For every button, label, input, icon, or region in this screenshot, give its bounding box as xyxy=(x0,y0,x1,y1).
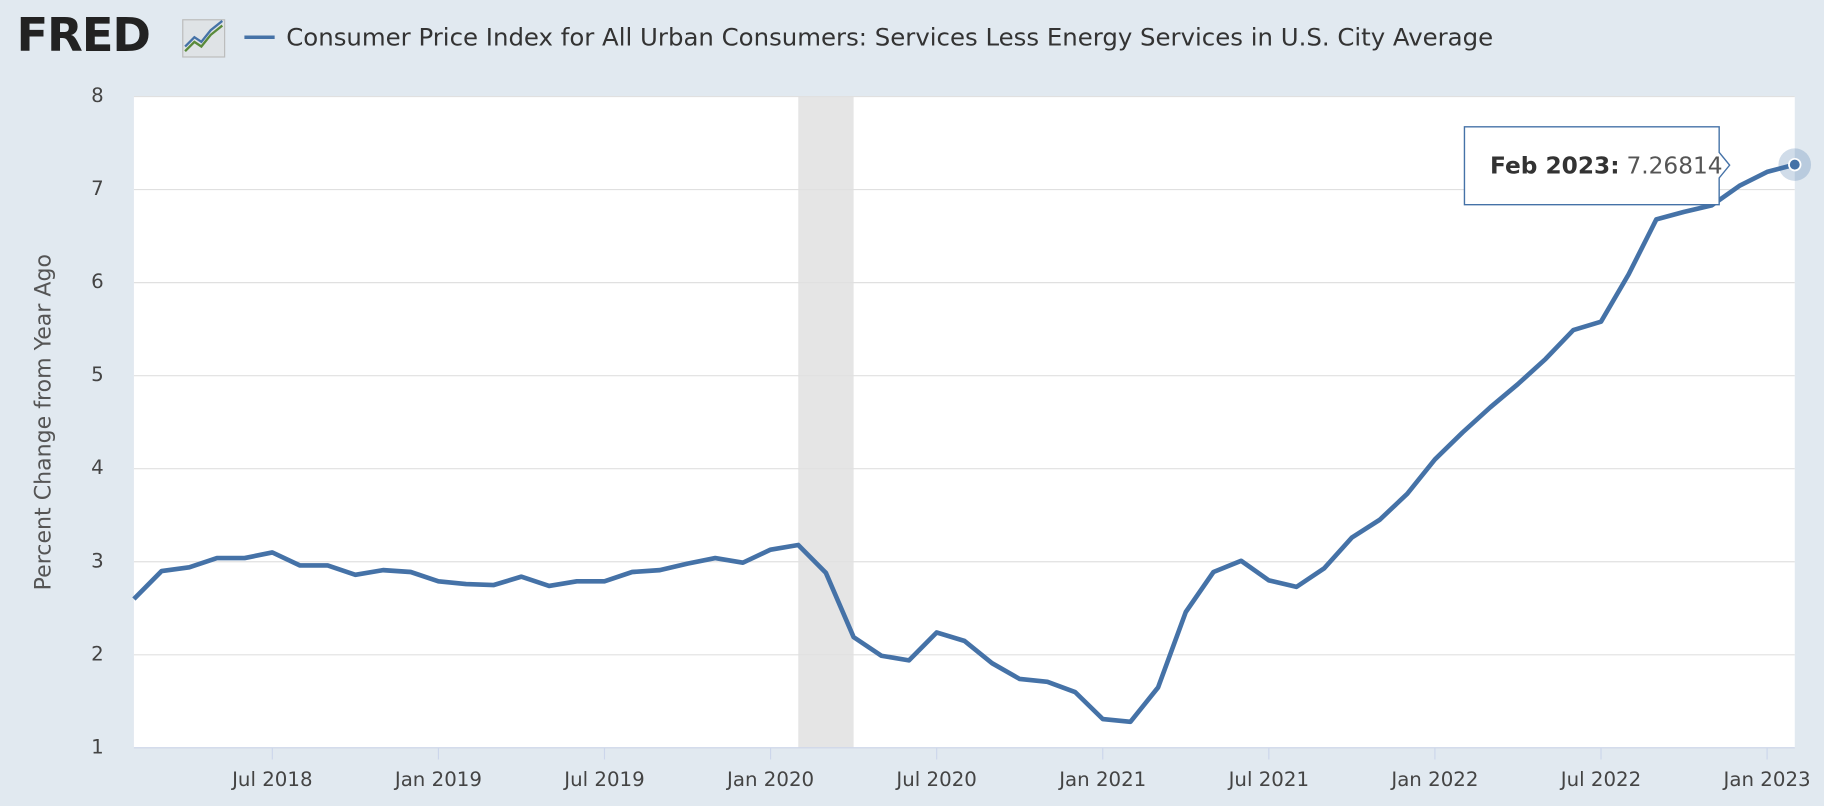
x-tick-label: Jul 2018 xyxy=(230,768,312,791)
y-axis-title: Percent Change from Year Ago xyxy=(30,254,56,590)
x-tick-label: Jan 2023 xyxy=(1722,768,1811,791)
y-tick-label: 8 xyxy=(91,84,104,107)
tooltip-box xyxy=(1463,126,1731,206)
legend-title: Consumer Price Index for All Urban Consu… xyxy=(286,22,1493,51)
x-tick-label: Jan 2019 xyxy=(393,768,482,791)
y-tick-label: 4 xyxy=(91,456,104,479)
series-line xyxy=(132,162,1796,725)
hover-point xyxy=(1788,157,1802,172)
x-tick-label: Jul 2021 xyxy=(1227,768,1309,791)
tooltip-value: 7.26814 xyxy=(1626,152,1722,179)
recession-shade xyxy=(798,96,854,748)
y-tick-label: 3 xyxy=(91,549,104,572)
x-tick-label: Jan 2022 xyxy=(1389,768,1478,791)
x-tick-label: Jan 2021 xyxy=(1057,768,1146,791)
tooltip-label: Feb 2023: xyxy=(1490,152,1619,179)
tooltip-text: Feb 2023: 7.26814 xyxy=(1490,152,1723,179)
y-tick-label: 1 xyxy=(91,735,104,758)
y-tick-label: 2 xyxy=(91,642,104,665)
logo-icon xyxy=(182,19,226,58)
x-tick-label: Jul 2019 xyxy=(562,768,644,791)
x-tick-label: Jan 2020 xyxy=(725,768,814,791)
y-tick-label: 6 xyxy=(91,270,104,293)
logo[interactable]: FRED xyxy=(16,8,150,62)
x-tick-label: Jul 2022 xyxy=(1559,768,1641,791)
tooltip: Feb 2023: 7.26814 xyxy=(1463,126,1731,206)
x-tick-label: Jul 2020 xyxy=(894,768,976,791)
y-tick-label: 5 xyxy=(91,363,104,386)
y-tick-label: 7 xyxy=(91,177,104,200)
